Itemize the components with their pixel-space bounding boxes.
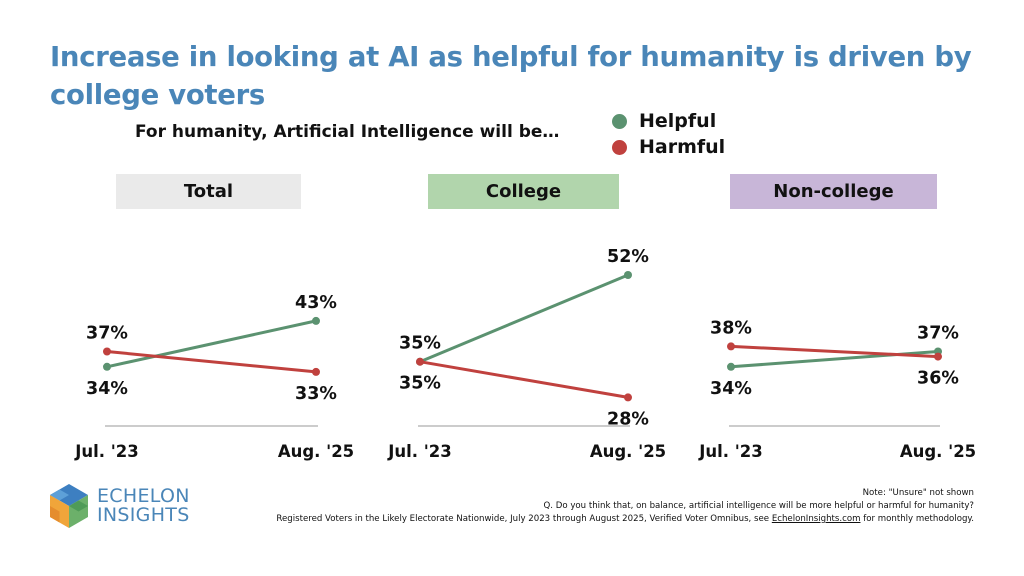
x-tick-label: Aug. '25 — [278, 442, 354, 461]
legend: Helpful Harmful — [612, 108, 725, 160]
footer-source-prefix: Registered Voters in the Likely Electora… — [276, 514, 772, 524]
panel-header-college: College — [428, 174, 619, 209]
data-label-harmful: 28% — [607, 409, 649, 429]
logo-text-line-2: INSIGHTS — [97, 504, 190, 526]
legend-label-helpful: Helpful — [639, 110, 717, 132]
data-point-helpful — [727, 362, 735, 371]
data-label-helpful: 37% — [917, 324, 959, 344]
footer-source-suffix: for monthly methodology. — [860, 514, 974, 524]
data-label-harmful: 38% — [710, 318, 752, 338]
legend-marker-helpful — [612, 113, 627, 129]
hexagon-cube-icon — [50, 484, 88, 528]
data-point-harmful — [103, 347, 111, 356]
x-tick-label: Jul. '23 — [698, 442, 763, 461]
data-point-helpful — [624, 271, 632, 279]
footer-question: Q. Do you think that, on balance, artifi… — [543, 501, 975, 511]
series-line-harmful — [419, 360, 629, 399]
legend-item-helpful: Helpful — [612, 108, 725, 134]
x-tick-label: Aug. '25 — [900, 442, 976, 461]
footer-notes: Note: "Unsure" not shown Q. Do you think… — [276, 487, 974, 526]
data-label-harmful: 33% — [295, 384, 337, 404]
x-tick-label: Jul. '23 — [74, 442, 139, 461]
page-title: Increase in looking at AI as helpful for… — [50, 41, 972, 111]
data-label-helpful: 34% — [710, 379, 752, 399]
footer-note: Note: "Unsure" not shown — [862, 488, 974, 498]
data-point-harmful — [312, 367, 320, 376]
data-point-harmful — [934, 352, 942, 361]
legend-marker-harmful — [612, 139, 627, 155]
series-line-harmful — [730, 344, 939, 359]
data-point-helpful — [312, 316, 320, 325]
data-point-helpful — [103, 362, 111, 371]
data-label-harmful: 36% — [917, 369, 959, 389]
chart-subtitle: For humanity, Artificial Intelligence wi… — [135, 122, 560, 142]
x-tick-label: Aug. '25 — [590, 442, 666, 461]
data-point-harmful — [727, 342, 735, 351]
x-tick-label: Jul. '23 — [387, 442, 452, 461]
legend-label-harmful: Harmful — [639, 136, 726, 158]
data-label-helpful: 52% — [607, 247, 649, 267]
panel-header-total: Total — [116, 174, 301, 209]
data-label-helpful: 43% — [295, 293, 337, 313]
logo-text-line-1: ECHELON — [97, 485, 190, 507]
series-line-helpful — [419, 273, 629, 364]
footer-source-link[interactable]: EchelonInsights.com — [771, 514, 861, 524]
data-label-helpful: 34% — [86, 379, 128, 399]
series-line-harmful — [106, 350, 317, 374]
footer-source: Registered Voters in the Likely Electora… — [276, 513, 974, 526]
data-label-harmful: 35% — [399, 374, 441, 394]
legend-item-harmful: Harmful — [612, 134, 725, 160]
panel-header-non-college: Non-college — [730, 174, 937, 209]
echelon-insights-logo: ECHELON INSIGHTS — [47, 482, 190, 530]
series-line-helpful — [106, 319, 317, 369]
data-point-harmful — [624, 393, 632, 402]
data-label-harmful: 37% — [86, 324, 128, 344]
data-label-helpful: 35% — [399, 334, 441, 354]
data-point-harmful — [416, 357, 424, 366]
